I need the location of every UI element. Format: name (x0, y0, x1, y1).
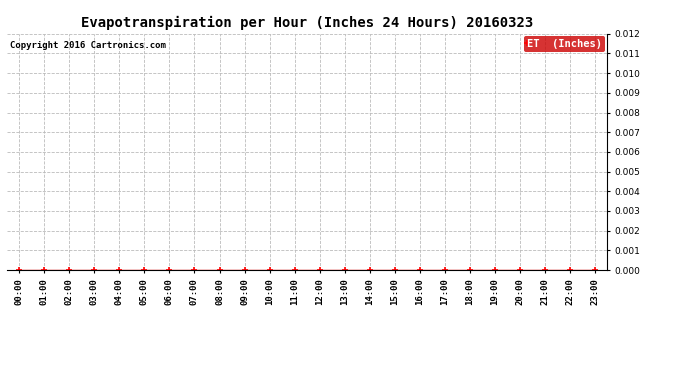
ET  (Inches) (215, 268, 224, 272)
ET  (Inches) (166, 268, 174, 272)
Text: Copyright 2016 Cartronics.com: Copyright 2016 Cartronics.com (10, 41, 166, 50)
ET  (Inches) (290, 268, 299, 272)
ET  (Inches) (140, 268, 148, 272)
ET  (Inches) (340, 268, 348, 272)
ET  (Inches) (540, 268, 549, 272)
ET  (Inches) (266, 268, 274, 272)
ET  (Inches) (591, 268, 599, 272)
ET  (Inches) (315, 268, 324, 272)
ET  (Inches) (391, 268, 399, 272)
Line: ET  (Inches): ET (Inches) (16, 267, 598, 273)
ET  (Inches) (66, 268, 74, 272)
ET  (Inches) (440, 268, 449, 272)
ET  (Inches) (566, 268, 574, 272)
ET  (Inches) (90, 268, 99, 272)
Title: Evapotranspiration per Hour (Inches 24 Hours) 20160323: Evapotranspiration per Hour (Inches 24 H… (81, 16, 533, 30)
ET  (Inches) (491, 268, 499, 272)
ET  (Inches) (15, 268, 23, 272)
ET  (Inches) (240, 268, 248, 272)
Legend: ET  (Inches): ET (Inches) (524, 36, 605, 52)
ET  (Inches) (40, 268, 48, 272)
ET  (Inches) (415, 268, 424, 272)
ET  (Inches) (466, 268, 474, 272)
ET  (Inches) (115, 268, 124, 272)
ET  (Inches) (515, 268, 524, 272)
ET  (Inches) (190, 268, 199, 272)
ET  (Inches) (366, 268, 374, 272)
